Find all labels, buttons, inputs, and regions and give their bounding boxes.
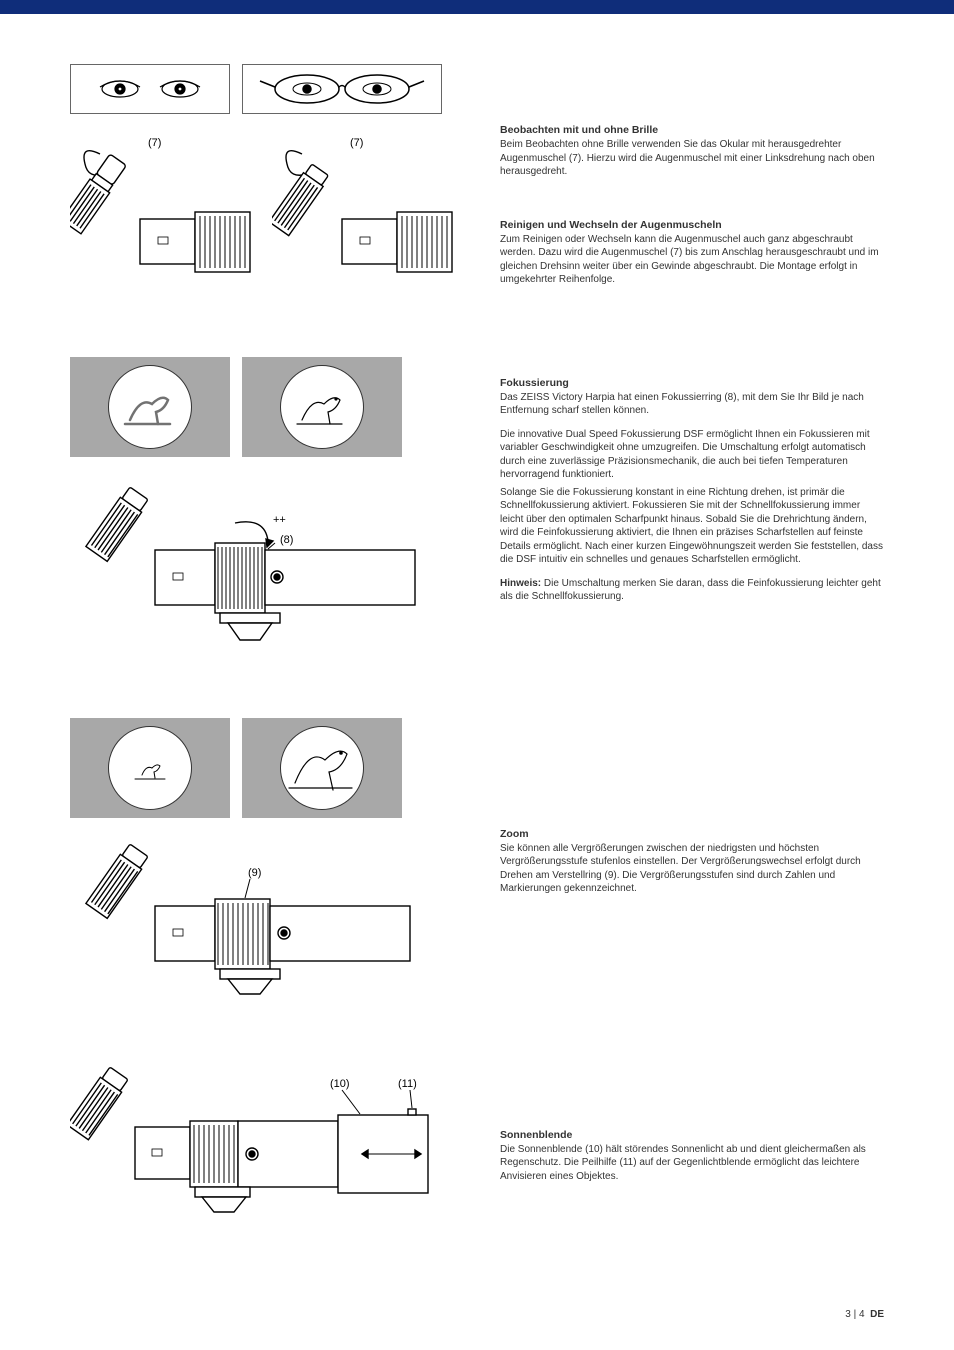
footer-lang: DE — [870, 1309, 884, 1320]
hint-label: Hinweis: — [500, 578, 541, 589]
p-focus-3: Solange Sie die Fokussierung konstant in… — [500, 486, 884, 567]
p-focus-1: Das ZEISS Victory Harpia hat einen Fokus… — [500, 391, 884, 418]
fig-eyes-with-glasses — [242, 64, 442, 114]
fig-eyes-no-glasses — [70, 64, 230, 114]
section-focus: ++ (8) Fokussierung Das ZEISS Victory Ha… — [70, 357, 884, 658]
p-clean-1: Zum Reinigen oder Wechseln kann die Auge… — [500, 233, 884, 287]
p-zoom-1: Sie können alle Vergrößerungen zwischen … — [500, 842, 884, 896]
page-content: (7) — [0, 14, 954, 1272]
heading-zoom: Zoom — [500, 828, 884, 840]
section-sunshade: (10) (11) Sonnenblende Die Sonnenblende … — [70, 1059, 884, 1222]
label-plusplus: ++ — [273, 514, 286, 526]
ref-7b: (7) — [350, 137, 363, 149]
p-focus-hint: Hinweis: Die Umschaltung merken Sie dara… — [500, 577, 884, 604]
footer-page: 3 | 4 — [845, 1309, 864, 1320]
ref-10: (10) — [330, 1078, 350, 1090]
section-eyeglasses: (7) — [70, 64, 884, 297]
ref-8: (8) — [280, 534, 293, 546]
hint-text: Die Umschaltung merken Sie daran, dass d… — [500, 578, 881, 603]
fig-scope-focus: ++ (8) — [70, 475, 470, 658]
ref-7a: (7) — [148, 137, 161, 149]
heading-clean: Reinigen und Wechseln der Augenmuscheln — [500, 219, 884, 231]
text-sunshade: Die Sonnenblende (10) hält störendes Son… — [500, 1143, 884, 1184]
fig-scope-eyecup-retracted: (7) — [272, 124, 462, 287]
ref-9: (9) — [248, 867, 261, 879]
fig-scope-sunshade: (10) (11) — [70, 1059, 470, 1222]
page-footer: 3 | 4 DE — [845, 1309, 884, 1320]
ref-11: (11) — [398, 1078, 417, 1090]
text-eyeglasses: Beim Beobachten ohne Brille verwenden Si… — [500, 138, 884, 179]
fig-zoom-small — [70, 718, 230, 818]
top-bar — [0, 0, 954, 14]
heading-sunshade: Sonnenblende — [500, 1129, 884, 1141]
heading-focus: Fokussierung — [500, 377, 884, 389]
text-clean: Zum Reinigen oder Wechseln kann die Auge… — [500, 233, 884, 287]
fig-scope-zoom: (9) — [70, 836, 470, 999]
fig-focus-blur — [70, 357, 230, 457]
p-sunshade-1: Die Sonnenblende (10) hält störendes Son… — [500, 1143, 884, 1184]
fig-zoom-large — [242, 718, 402, 818]
p-focus-2: Die innovative Dual Speed Fokussierung D… — [500, 428, 884, 482]
fig-scope-eyecup-extended: (7) — [70, 124, 260, 287]
fig-focus-sharp — [242, 357, 402, 457]
section-zoom: (9) Zoom Sie können alle Vergrößerungen … — [70, 718, 884, 999]
heading-eyeglasses: Beobachten mit und ohne Brille — [500, 124, 884, 136]
text-zoom: Sie können alle Vergrößerungen zwischen … — [500, 842, 884, 896]
p-eyeglasses-1: Beim Beobachten ohne Brille verwenden Si… — [500, 138, 884, 179]
text-focus: Das ZEISS Victory Harpia hat einen Fokus… — [500, 391, 884, 604]
